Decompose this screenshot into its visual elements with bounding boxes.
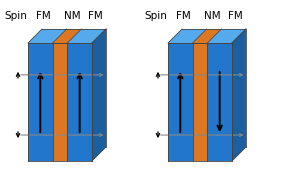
Polygon shape <box>52 29 81 43</box>
Polygon shape <box>207 29 246 43</box>
Text: FM: FM <box>176 11 191 21</box>
Bar <box>52 43 68 161</box>
Text: FM: FM <box>36 11 51 21</box>
Text: NM: NM <box>204 11 220 21</box>
Polygon shape <box>68 29 106 43</box>
Bar <box>193 43 207 161</box>
Polygon shape <box>92 29 106 161</box>
Bar <box>207 43 232 161</box>
Polygon shape <box>168 29 207 43</box>
Text: FM: FM <box>228 11 243 21</box>
Bar <box>28 43 52 161</box>
Text: FM: FM <box>88 11 103 21</box>
Polygon shape <box>232 29 246 161</box>
Bar <box>168 43 193 161</box>
Polygon shape <box>28 29 67 43</box>
Polygon shape <box>193 29 221 43</box>
Bar <box>68 43 92 161</box>
Text: Spin: Spin <box>144 11 167 21</box>
Text: NM: NM <box>64 11 81 21</box>
Text: Spin: Spin <box>4 11 27 21</box>
